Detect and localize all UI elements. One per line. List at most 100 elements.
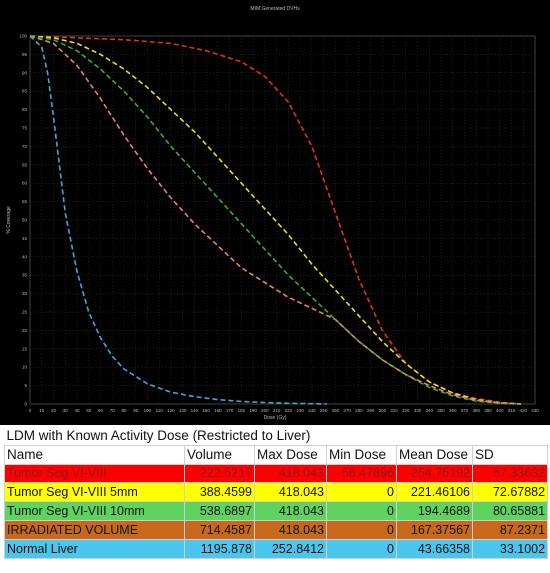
y-axis-label: % Coverage — [6, 206, 12, 234]
x-tick-label: 170 — [226, 408, 234, 413]
x-tick-label: 220 — [285, 408, 293, 413]
y-tick-label: 5 — [24, 383, 27, 388]
y-tick-label: 20 — [22, 328, 28, 333]
row-value-cell: 0 — [326, 501, 397, 521]
x-tick-label: 330 — [414, 408, 422, 413]
row-value-cell: 72.67882 — [471, 482, 549, 503]
y-tick-label: 65 — [22, 162, 28, 167]
row-value-cell: 418.043 — [254, 463, 327, 484]
y-tick-label: 0 — [24, 402, 27, 407]
column-header: Min Dose — [326, 444, 397, 465]
column-header: Name — [4, 444, 185, 465]
row-value-cell: 252.8412 — [254, 538, 327, 559]
x-tick-label: 50 — [86, 408, 92, 413]
x-tick-label: 270 — [343, 408, 351, 413]
row-value-cell: 221.46106 — [396, 482, 473, 503]
row-name-cell: Tumor Seg VI-VIII 10mm — [4, 501, 185, 521]
x-tick-label: 310 — [390, 408, 398, 413]
table-row: Tumor Seg VI-VIII 5mm 388.4599 418.043 0 221… — [4, 482, 549, 503]
x-tick-label: 370 — [461, 408, 469, 413]
row-value-cell: 167.37567 — [396, 519, 473, 540]
y-tick-label: 80 — [22, 107, 28, 112]
x-tick-label: 260 — [332, 408, 340, 413]
dose-table-panel: LDM with Known Activity Dose (Restricted… — [4, 427, 549, 570]
x-tick-label: 360 — [449, 408, 457, 413]
x-tick-label: 90 — [133, 408, 139, 413]
x-tick-label: 130 — [179, 408, 187, 413]
table-title: LDM with Known Activity Dose (Restricted… — [6, 428, 311, 444]
y-tick-label: 95 — [22, 52, 28, 57]
row-value-cell: 254.75192 — [396, 463, 473, 484]
y-tick-label: 45 — [22, 236, 28, 241]
row-value-cell: 418.043 — [254, 482, 327, 503]
y-tick-label: 30 — [22, 291, 28, 296]
table-row: IRRADIATED VOLUME 714.4587 418.043 0 167.375… — [4, 519, 549, 540]
x-tick-label: 40 — [74, 408, 80, 413]
column-header: SD — [471, 444, 549, 465]
row-value-cell: 714.4587 — [184, 519, 255, 540]
row-name-cell: Tumor Seg VI-VIII 5mm — [4, 482, 185, 503]
x-tick-label: 350 — [437, 408, 445, 413]
dvh-chart-panel: 0 5 10 15 20 25 30 35 40 45 50 55 60 65 70 75 80 85 90 95 10… — [0, 0, 550, 425]
y-tick-label: 50 — [22, 218, 28, 223]
y-tick-label: 55 — [22, 199, 28, 204]
x-tick-label: 240 — [308, 408, 316, 413]
row-value-cell: 43.66358 — [396, 538, 473, 559]
x-tick-label: 250 — [320, 408, 328, 413]
x-tick-label: 230 — [296, 408, 304, 413]
column-header: Volume — [184, 444, 255, 465]
row-name-cell: IRRADIATED VOLUME — [4, 519, 185, 540]
x-tick-label: 190 — [249, 408, 257, 413]
row-name-cell: Tumor Seg VI-VIII — [4, 463, 185, 484]
dvh-series-line-4 — [29, 35, 521, 405]
row-value-cell: 33.1002 — [471, 538, 549, 559]
y-tick-label: 90 — [22, 70, 28, 75]
x-tick-label: 0 — [29, 408, 32, 413]
x-tick-label: 110 — [156, 408, 164, 413]
y-tick-label: 70 — [22, 144, 28, 149]
row-value-cell: 388.4599 — [184, 482, 255, 503]
row-value-cell: 0 — [326, 482, 397, 503]
table-row: Normal Liver 1195.878 252.8412 0 43.66358 33.… — [4, 538, 549, 559]
x-tick-label: 70 — [110, 408, 116, 413]
table-title-row: LDM with Known Activity Dose (Restricted… — [5, 427, 548, 445]
y-tick-label: 40 — [22, 254, 28, 259]
x-tick-label: 340 — [426, 408, 434, 413]
x-tick-label: 390 — [484, 408, 492, 413]
x-tick-label: 320 — [402, 408, 410, 413]
y-tick-label: 35 — [22, 273, 28, 278]
x-tick-label: 140 — [191, 408, 199, 413]
x-tick-label: 160 — [214, 408, 222, 413]
x-tick-label: 80 — [121, 408, 127, 413]
row-value-cell: 80.65881 — [471, 501, 549, 521]
y-tick-label: 85 — [22, 89, 28, 94]
row-value-cell: 57.33632 — [471, 463, 549, 484]
y-tick-label: 10 — [22, 365, 28, 370]
table-row: Tumor Seg VI-VIII 222.5217 418.043 58.47896… — [4, 463, 549, 484]
x-tick-label: 380 — [473, 408, 481, 413]
column-header: Max Dose — [254, 444, 327, 465]
row-value-cell: 87.2371 — [471, 519, 549, 540]
row-value-cell: 0 — [326, 538, 397, 559]
x-tick-label: 180 — [238, 408, 246, 413]
column-header: Mean Dose — [396, 444, 473, 465]
y-tick-label: 15 — [22, 346, 28, 351]
y-tick-label: 60 — [22, 181, 28, 186]
y-tick-label: 75 — [22, 126, 28, 131]
x-tick-label: 60 — [98, 408, 104, 413]
x-tick-label: 290 — [367, 408, 375, 413]
table-header-row: Name Volume Max Dose Min Dose Mean Dose … — [4, 444, 549, 465]
x-tick-label: 400 — [496, 408, 504, 413]
row-value-cell: 1195.878 — [184, 538, 255, 559]
x-tick-label: 100 — [144, 408, 152, 413]
dose-table: LDM with Known Activity Dose (Restricted… — [4, 427, 549, 559]
row-value-cell: 538.6897 — [184, 501, 255, 521]
x-tick-label: 10 — [39, 408, 45, 413]
x-tick-label: 20 — [51, 408, 57, 413]
row-name-cell: Normal Liver — [4, 538, 185, 559]
dvh-series-line-3 — [29, 35, 521, 405]
x-tick-label: 200 — [261, 408, 269, 413]
x-tick-label: 120 — [167, 408, 175, 413]
y-tick-label: 100 — [19, 34, 27, 39]
row-value-cell: 418.043 — [254, 519, 327, 540]
